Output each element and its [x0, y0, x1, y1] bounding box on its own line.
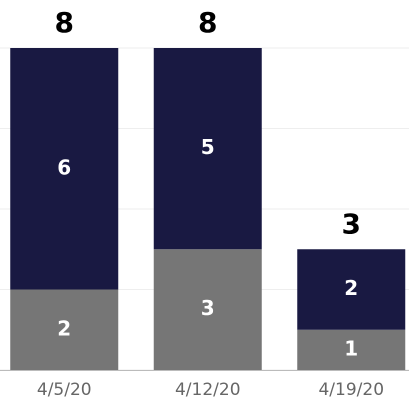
segment-label: 6	[57, 155, 71, 179]
total-label: 8	[198, 6, 217, 39]
bar-segment	[10, 289, 119, 370]
total-label: 3	[342, 207, 361, 240]
segment-label: 1	[344, 336, 358, 360]
bar-segment	[153, 48, 262, 250]
segment-label: 2	[57, 316, 71, 340]
bar-segment	[10, 48, 119, 290]
segment-label: 5	[201, 135, 215, 159]
segment-label: 2	[344, 276, 358, 300]
bar-segment	[297, 329, 406, 370]
segment-label: 3	[201, 296, 215, 320]
x-tick-label: 4/5/20	[37, 380, 92, 400]
x-tick-label: 4/19/20	[318, 380, 384, 400]
bar-segment	[297, 249, 406, 330]
total-label: 8	[55, 6, 74, 39]
bar-segment	[153, 249, 262, 370]
x-tick-label: 4/12/20	[175, 380, 241, 400]
